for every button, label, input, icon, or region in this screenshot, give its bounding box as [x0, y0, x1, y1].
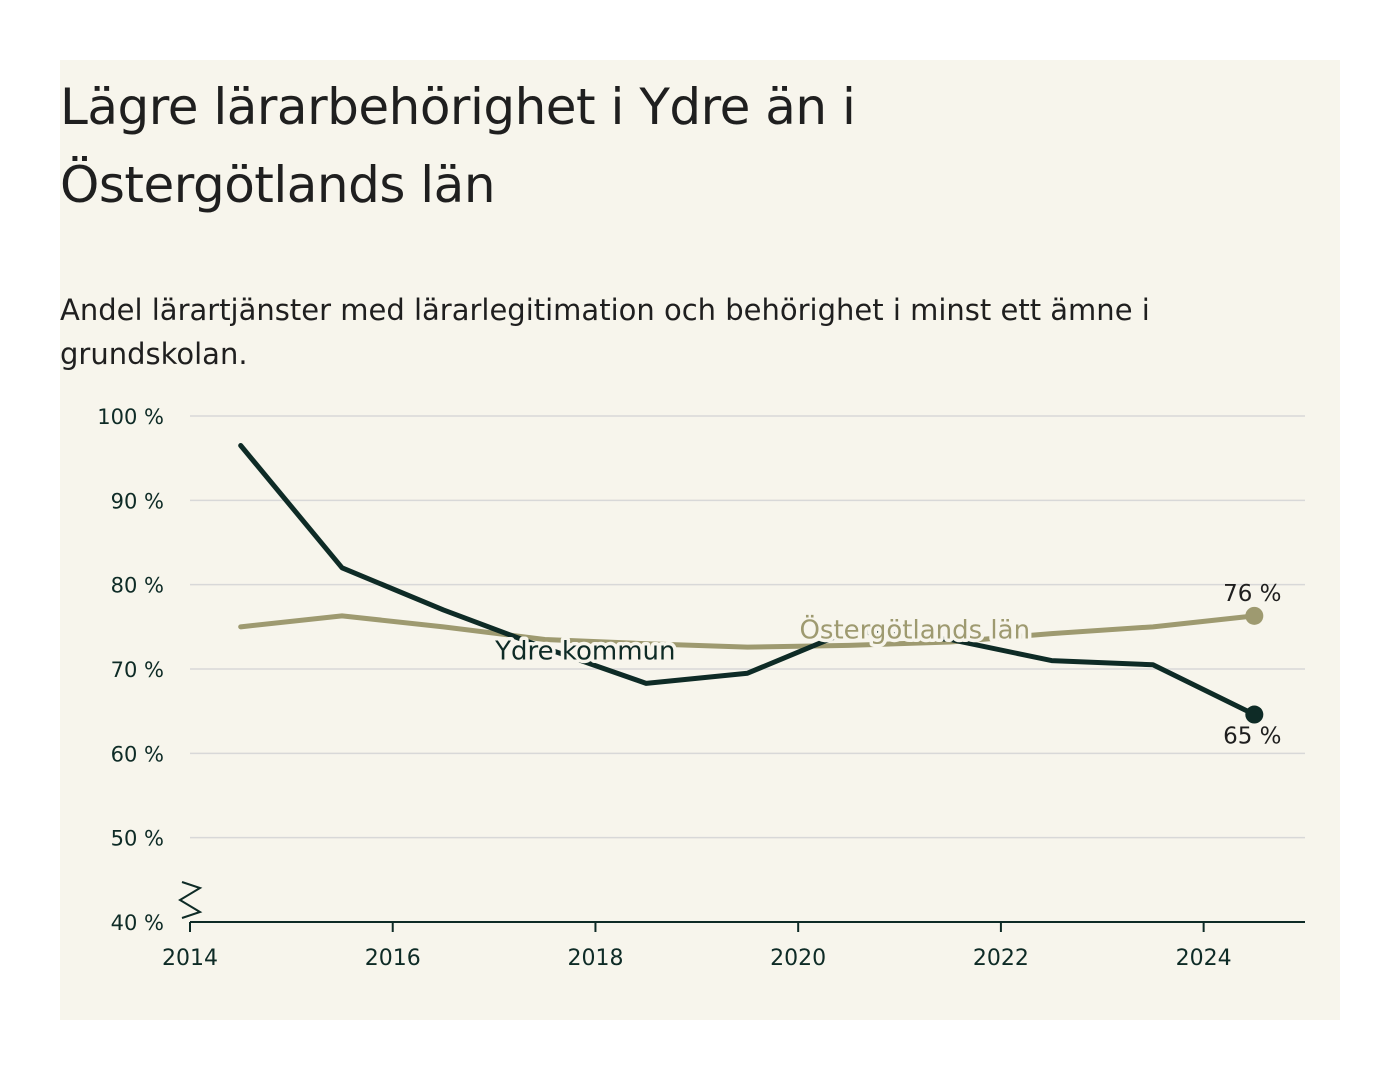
y-tick-label: 40 %: [111, 911, 164, 935]
series-label-ydre-kommun-halo: Ydre kommun: [494, 637, 675, 667]
x-tick-label: 2024: [1176, 946, 1232, 971]
series-line-ostergotlands-lan: [238, 613, 1257, 650]
end-point-ydre-kommun: [1245, 705, 1264, 724]
end-point-ostergotlands-lan: [1245, 606, 1264, 625]
y-tick-label: 100 %: [97, 405, 164, 429]
series-label-ostergotlands-lan-halo: Östergötlands län: [799, 614, 1030, 646]
x-tick-label: 2020: [770, 946, 826, 971]
x-tick-label: 2022: [973, 946, 1029, 971]
chart-subtitle: Andel lärartjänster med lärarlegitimatio…: [60, 293, 1150, 371]
end-label-ostergotlands-lan: 76 %: [1223, 581, 1281, 607]
y-tick-label: 90 %: [111, 489, 164, 513]
axis-break-icon: [178, 881, 203, 919]
y-tick-label: 60 %: [111, 742, 164, 766]
series-label-ostergotlands-lan-text: Östergötlands län: [799, 614, 1030, 646]
x-tick-label: 2016: [365, 946, 421, 971]
line-chart: 40 % 50 % 60 % 70 % 80 % 90 % 100 % 2014 2016 201…: [97, 405, 1305, 971]
chart-title: Lägre lärarbehörighet i Ydre än i Österg…: [60, 78, 856, 214]
series-label-ydre-kommun-text: Ydre kommun: [494, 637, 675, 667]
end-label-ydre-kommun: 65 %: [1223, 724, 1281, 750]
series-line-ydre-kommun: [238, 443, 1257, 718]
y-tick-label: 80 %: [111, 574, 164, 598]
x-tick-label: 2018: [567, 946, 623, 971]
x-tick-label: 2014: [162, 946, 218, 971]
y-tick-label: 50 %: [111, 827, 164, 851]
y-tick-label: 70 %: [111, 658, 164, 682]
chart-card: Lägre lärarbehörighet i Ydre än i Österg…: [60, 60, 1340, 1020]
